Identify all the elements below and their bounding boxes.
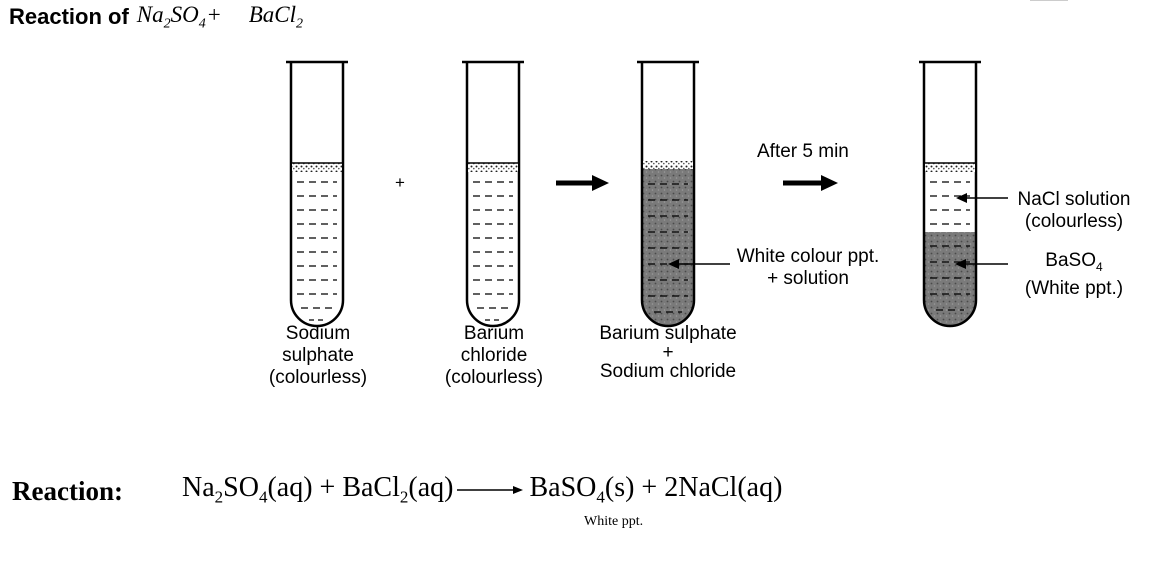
title-reactant2: BaCl (248, 1, 297, 27)
eq-bacl: BaCl (342, 472, 400, 503)
corner-divider (1030, 0, 1068, 4)
arrow-icon-after-5-min (783, 175, 838, 191)
solution-lines-3 (648, 183, 688, 313)
title-reactant1-sub1: 2 (163, 16, 171, 32)
tube2-label: Barium chloride (colourless) (436, 323, 552, 389)
tube2-label-line1: Barium (463, 323, 525, 344)
baso4-label-text: BaSO (1045, 250, 1096, 271)
title-reactant1-mid: SO (170, 1, 199, 27)
reaction-label: Reaction: (12, 476, 123, 506)
plus-sign: + (395, 173, 405, 192)
solution-lines-1 (297, 181, 337, 321)
tube3-annotation: White colour ppt. + solution (724, 246, 892, 290)
title-reactant2-sub: 2 (296, 16, 304, 32)
eq-na: Na (182, 472, 215, 503)
nacl-solution-colour: (colourless) (1024, 211, 1124, 232)
title-prefix: Reaction of (9, 4, 129, 29)
tube2-label-line2: chloride (460, 345, 528, 366)
eq-bacl-sub: 2 (399, 487, 409, 507)
tube-barium-chloride (462, 60, 524, 328)
eq-state-1: (aq) (267, 472, 313, 503)
arrow-icon (556, 175, 609, 191)
title-equation: Na2SO4+ BaCl2 (137, 2, 303, 33)
tube-sodium-sulphate (286, 60, 348, 328)
tube3-annotation-line1: White colour ppt. (736, 246, 880, 267)
eq-state-4: (aq) (737, 472, 783, 503)
tube4-solution-annotation: NaCl solution (colourless) (1006, 189, 1142, 233)
eq-so: SO (223, 472, 259, 503)
eq-plus-2: + (634, 472, 665, 503)
tube4-ppt-annotation: BaSO4 (White ppt.) (1006, 250, 1142, 300)
white-ppt-note: White ppt. (584, 514, 644, 529)
title-reactant1-sub2: 4 (198, 16, 206, 32)
reaction-arrow-icon (457, 485, 524, 494)
tube3-label-line3: Sodium chloride (599, 361, 737, 382)
eq-baso: BaSO (529, 472, 597, 503)
tube1-label-line1: Sodium (285, 323, 351, 344)
tube1-label-line3: (colourless) (268, 367, 368, 388)
tube-after-5-min (919, 60, 1008, 328)
eq-so-sub: 4 (258, 487, 268, 507)
eq-plus-1: + (312, 472, 343, 503)
tube3-label-line2: + (662, 342, 674, 363)
title-plus: + (207, 1, 221, 27)
eq-state-2: (aq) (408, 472, 454, 503)
title-reactant1: Na (136, 1, 164, 27)
eq-baso-sub: 4 (596, 487, 605, 507)
white-ppt-label: (White ppt.) (1024, 277, 1124, 299)
baso4-label: BaSO4 (1006, 250, 1142, 278)
after-5-min-label: After 5 min (757, 141, 849, 162)
tube-mixture (637, 60, 730, 328)
eq-state-3: (s) (604, 472, 635, 503)
baso4-label-sub: 4 (1096, 259, 1103, 274)
tube3-annotation-line2: + solution (767, 268, 849, 289)
eq-nacl: 2NaCl (664, 472, 738, 503)
tube1-label: Sodium sulphate (colourless) (263, 323, 373, 389)
eq-na-sub: 2 (214, 487, 224, 507)
nacl-solution-label: NaCl solution (1017, 189, 1131, 210)
tube2-label-line3: (colourless) (444, 367, 544, 388)
page-title: Reaction of Na2SO4+ BaCl2 (9, 2, 303, 32)
solution-lines-2 (473, 181, 513, 321)
reaction-equation: Na2SO4(aq) + BaCl2(aq) BaSO4(s) + 2NaCl(a… (182, 472, 782, 508)
tube1-label-line2: sulphate (282, 345, 354, 366)
solution-lines-4 (930, 181, 970, 311)
tube3-label: Barium sulphate + Sodium chloride (587, 323, 749, 383)
tube3-label-line1: Barium sulphate (599, 323, 737, 344)
